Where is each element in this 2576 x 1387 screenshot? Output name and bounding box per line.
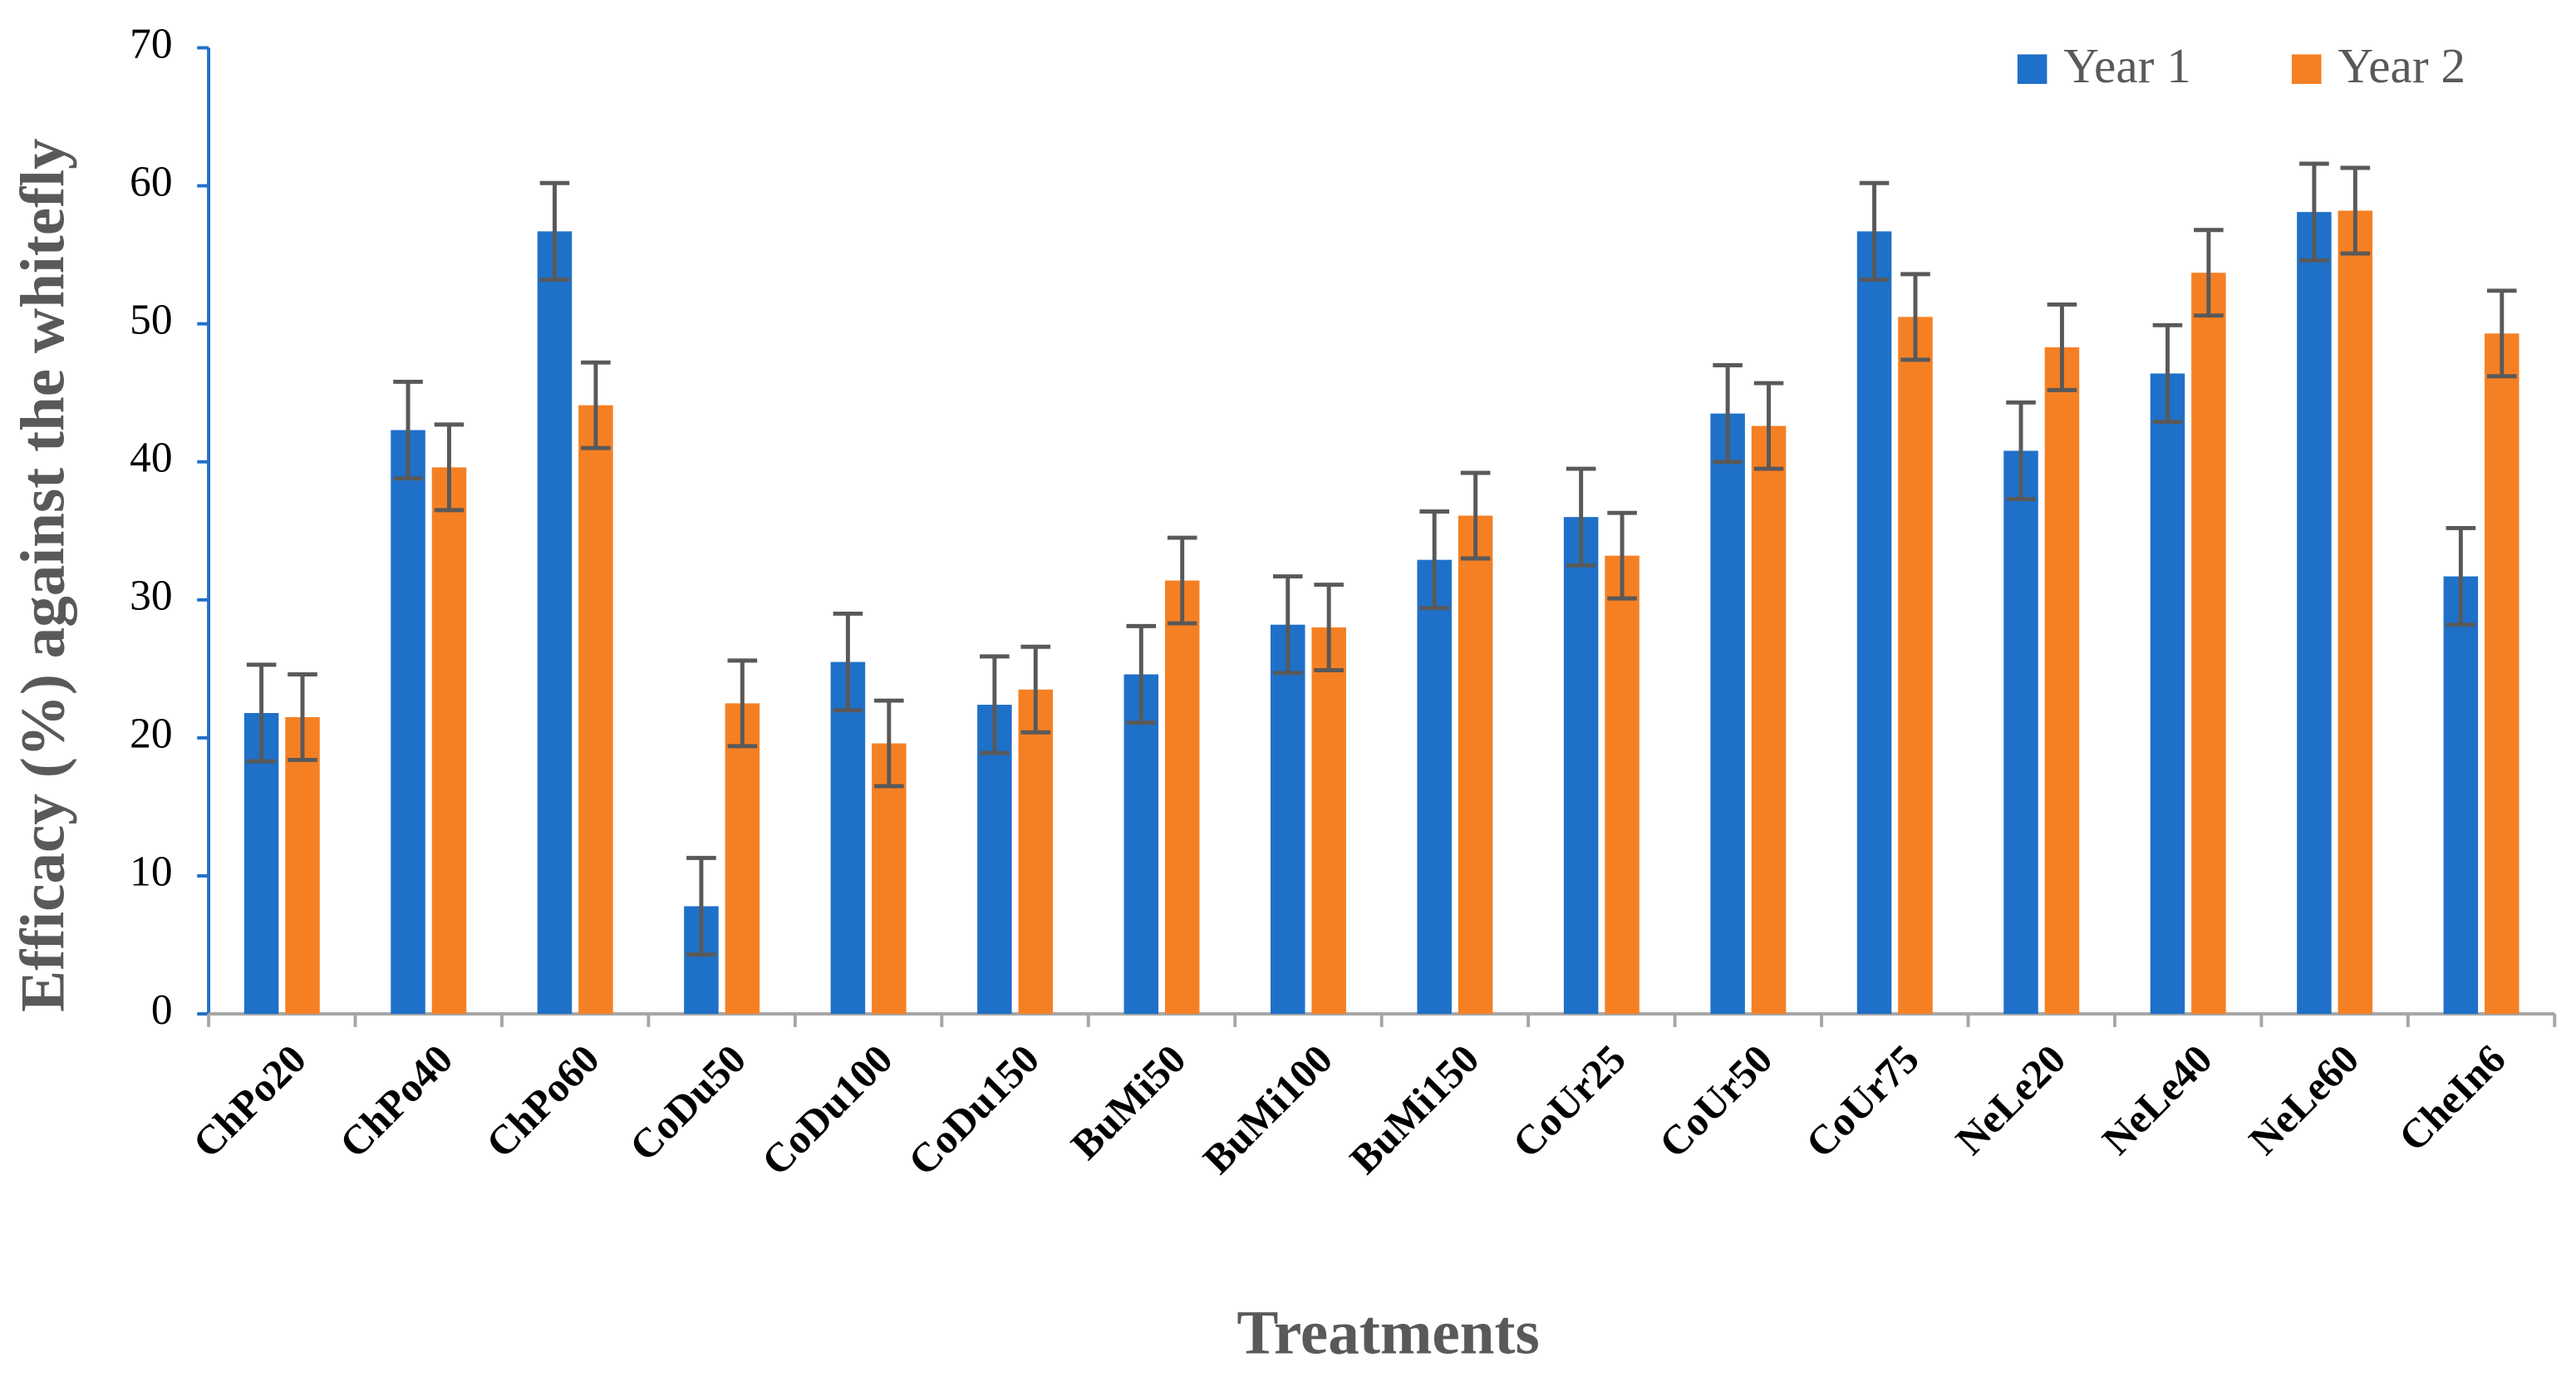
x-tick-label: BuMi50 <box>1062 1035 1194 1168</box>
bar <box>1751 425 1787 1015</box>
bar <box>725 703 760 1015</box>
x-tick-label: NeLe40 <box>2093 1035 2220 1163</box>
x-tick-label: CoDu100 <box>753 1035 902 1184</box>
y-tick-label: 10 <box>130 848 172 896</box>
bar <box>2443 576 2479 1015</box>
y-tick-label: 30 <box>130 573 172 620</box>
bar <box>431 467 467 1015</box>
bar <box>872 743 907 1015</box>
y-tick-label: 60 <box>130 158 172 205</box>
bar <box>578 405 613 1015</box>
bar <box>285 716 320 1015</box>
bar <box>1898 317 1933 1015</box>
bar <box>830 662 866 1015</box>
x-tick-label: CoUr25 <box>1504 1035 1635 1166</box>
y-tick-label: 50 <box>130 296 172 343</box>
bar <box>1458 515 1493 1015</box>
y-tick-label: 70 <box>130 20 172 67</box>
bar <box>1563 517 1599 1015</box>
bar <box>2191 273 2226 1015</box>
bar <box>537 231 573 1015</box>
x-tick-label: NeLe60 <box>2240 1035 2367 1163</box>
y-tick-label: 20 <box>130 711 172 758</box>
bar <box>1164 580 1200 1015</box>
bar <box>1123 674 1159 1015</box>
bar <box>2044 347 2080 1015</box>
bar <box>1417 559 1452 1015</box>
bar <box>1710 413 1745 1015</box>
x-tick-label: NeLe20 <box>1947 1035 2074 1163</box>
bar <box>1311 627 1346 1015</box>
y-axis-title: Efficacy (%) against the whitefly <box>9 138 78 1011</box>
x-axis-title: Treatments <box>1236 1299 1539 1368</box>
bar <box>1605 555 1639 1015</box>
legend-label: Year 2 <box>2338 38 2465 93</box>
x-tick-label: ChPo60 <box>477 1035 607 1166</box>
bar <box>1018 689 1054 1015</box>
legend-swatch <box>2291 54 2322 85</box>
x-tick-label: CoUr75 <box>1797 1035 1928 1166</box>
x-tick-label: ChPo40 <box>331 1035 461 1166</box>
bar <box>977 705 1012 1015</box>
legend-label: Year 1 <box>2063 38 2191 93</box>
legend-swatch <box>2017 54 2048 85</box>
x-tick-label: CoUr50 <box>1650 1035 1781 1166</box>
bar <box>2297 212 2332 1015</box>
bar <box>391 430 425 1015</box>
bar <box>1856 231 1892 1015</box>
y-tick-label: 0 <box>151 986 173 1034</box>
x-tick-label: CoDu150 <box>899 1035 1048 1184</box>
x-tick-label: BuMi150 <box>1341 1035 1488 1183</box>
bar <box>2485 333 2519 1015</box>
bar <box>2338 210 2373 1015</box>
x-tick-label: ChPo20 <box>184 1035 315 1166</box>
y-tick-label: 40 <box>130 435 172 482</box>
x-tick-label: CheIn6 <box>2390 1035 2515 1160</box>
x-tick-label: BuMi100 <box>1194 1035 1341 1183</box>
bar <box>2150 373 2185 1015</box>
bar <box>1270 624 1305 1015</box>
x-tick-label: CoDu50 <box>621 1035 755 1169</box>
bar <box>2003 450 2038 1015</box>
